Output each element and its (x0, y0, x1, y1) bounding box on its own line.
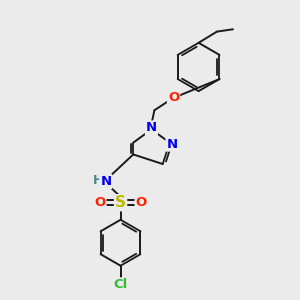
Text: N: N (146, 122, 157, 134)
Text: O: O (136, 196, 147, 209)
Text: H: H (93, 173, 103, 187)
Text: S: S (115, 195, 126, 210)
Text: Cl: Cl (113, 278, 128, 291)
Text: O: O (94, 196, 106, 209)
Text: O: O (168, 92, 179, 104)
Text: N: N (100, 175, 111, 188)
Text: N: N (167, 138, 178, 151)
